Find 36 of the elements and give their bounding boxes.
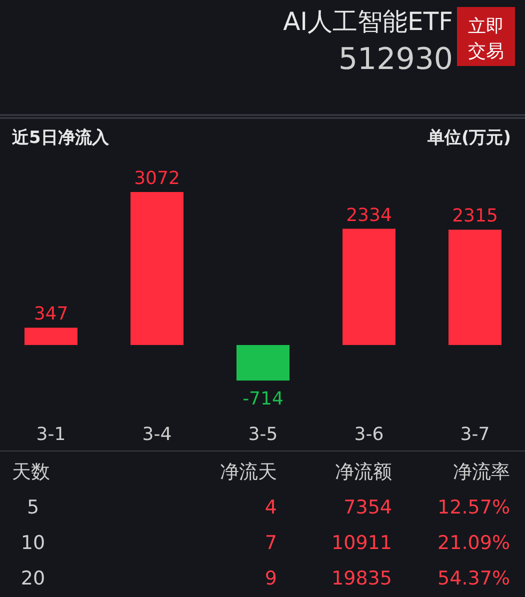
text: 10911 xyxy=(332,532,392,554)
chart-title: 近5日净流入 xyxy=(11,128,110,148)
text: 天数 xyxy=(12,461,50,483)
bar xyxy=(24,328,78,345)
text: 4 xyxy=(264,496,277,518)
text: 512930 xyxy=(338,42,453,77)
text: 5 xyxy=(26,496,40,518)
data-label: 3072 xyxy=(134,168,180,189)
data-label: 2334 xyxy=(346,204,392,226)
text: 7354 xyxy=(344,496,392,518)
text: 10 xyxy=(20,532,46,554)
text: 21.09% xyxy=(438,532,510,554)
x-tick-label: 3-5 xyxy=(248,424,278,445)
text: 54.37% xyxy=(438,568,510,590)
bar xyxy=(448,230,502,345)
text: AI人工智能ETF xyxy=(283,7,453,36)
text: 19835 xyxy=(332,568,392,590)
text: 立即交易 xyxy=(468,16,504,62)
x-tick-label: 3-7 xyxy=(460,424,490,445)
x-tick-label: 3-6 xyxy=(354,424,384,445)
text: 净流率 xyxy=(453,461,510,483)
data-label: -714 xyxy=(242,388,284,410)
text: 20 xyxy=(20,568,46,590)
bar xyxy=(236,345,290,381)
text: 净流额 xyxy=(335,461,392,483)
bar xyxy=(130,192,184,345)
text: 12.57% xyxy=(438,496,510,518)
data-label: 347 xyxy=(34,304,68,325)
x-tick-label: 3-1 xyxy=(36,424,66,445)
text: 9 xyxy=(264,568,277,590)
text: 7 xyxy=(264,532,277,554)
data-label: 2315 xyxy=(452,206,498,227)
text: 净流天 xyxy=(220,461,277,483)
bar xyxy=(342,228,396,345)
x-tick-label: 3-4 xyxy=(142,424,172,445)
y-axis-title: 单位(万元) xyxy=(426,128,511,148)
